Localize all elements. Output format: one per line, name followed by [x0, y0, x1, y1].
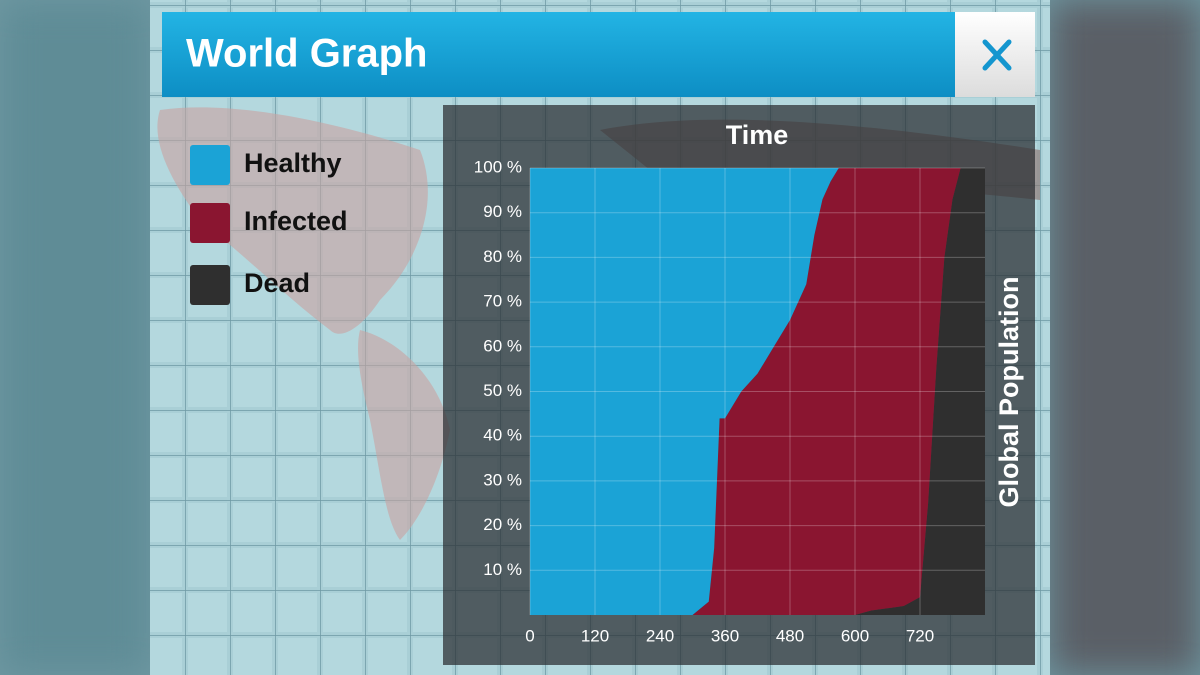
plot: 10 % 20 % 30 % 40 % 50 % 60 % 70 % 80 % 90 % 100 … [474, 120, 1024, 645]
blur-right [1050, 0, 1200, 675]
legend-swatch [190, 203, 230, 243]
legend-swatch [190, 265, 230, 305]
x-tick-label: 720 [906, 626, 934, 645]
header-bar [162, 12, 955, 97]
legend-swatch [190, 145, 230, 185]
x-tick-label: 600 [841, 626, 869, 645]
x-tick-label: 0 [525, 626, 534, 645]
y-tick-label: 20 % [483, 515, 522, 534]
continent [358, 330, 450, 540]
area [530, 168, 985, 615]
y-tick-label: 80 % [483, 247, 522, 266]
y-tick-label: 30 % [483, 470, 522, 489]
x-tick-label: 120 [581, 626, 609, 645]
legend: Healthy Infected Dead [190, 145, 348, 305]
close-icon[interactable] [982, 39, 1012, 71]
area [530, 168, 985, 615]
y-tick-label: 60 % [483, 336, 522, 355]
window-title: World Graph [186, 32, 427, 76]
legend-label: Dead [244, 268, 310, 298]
close-button[interactable] [955, 12, 1035, 97]
y-tick-label: 40 % [483, 426, 522, 445]
y-tick-label: 100 % [474, 157, 522, 176]
area [530, 168, 985, 615]
x-tick-label: 360 [711, 626, 739, 645]
y-tick-label: 70 % [483, 292, 522, 311]
x-tick-label: 480 [776, 626, 804, 645]
chart-title: Time [726, 120, 789, 150]
y-axis-label: Global Population [994, 277, 1024, 508]
y-tick-label: 10 % [483, 560, 522, 579]
x-tick-label: 240 [646, 626, 674, 645]
legend-label: Infected [244, 206, 348, 236]
legend-label: Healthy [244, 148, 342, 178]
y-tick-label: 90 % [483, 202, 522, 221]
y-tick-label: 50 % [483, 381, 522, 400]
blur-left [0, 0, 150, 675]
